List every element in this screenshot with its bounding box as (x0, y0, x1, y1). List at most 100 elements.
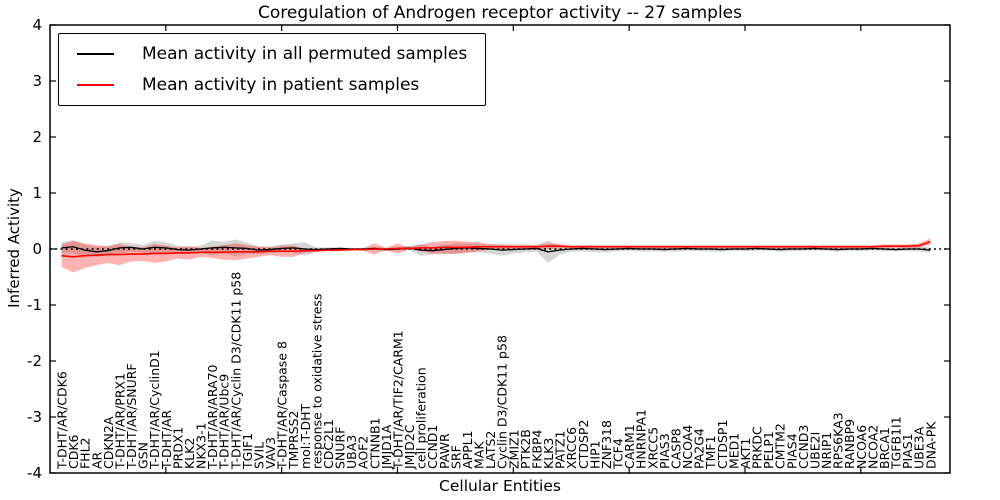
entity-label: T-DHT/AR/CDK6 (55, 371, 70, 470)
entity-label: VAV3 (263, 437, 278, 469)
entity-label: CDK6 (66, 434, 81, 469)
entity-label: T-DHT/AR/PRX1 (112, 373, 127, 470)
entity-label: T-DHT/AR/ARA70 (205, 364, 220, 470)
entity-label: T-DHT/AR/SNURF (124, 363, 139, 470)
entity-label: XRCC6 (564, 427, 579, 469)
entity-label: CDC2L1 (321, 419, 336, 469)
legend-label-permuted: Mean activity in all permuted samples (142, 44, 468, 64)
entity-label: ZNF318 (599, 420, 614, 469)
entity-label: PA2G4 (692, 428, 707, 469)
y-tick-label: 1 (32, 184, 42, 202)
entity-label: DNA-PK (923, 421, 938, 469)
entity-label: RPS6KA3 (831, 412, 846, 469)
entity-label: T-DHT/AR/CyclinD1 (147, 350, 162, 470)
entity-label: T-DHT/AR/Ubc9 (217, 374, 232, 470)
entity-label: BRCA1 (877, 427, 892, 469)
entity-label: T-DHT/AR/Cyclin D3/CDK11 p58 (228, 272, 243, 470)
entity-label: CTDSP2 (576, 420, 591, 469)
entity-label: TMPRSS2 (286, 411, 301, 470)
entity-label: PELP1 (761, 431, 776, 469)
entity-label: CTDSP1 (715, 420, 730, 469)
entity-label: JMJD1A (379, 424, 394, 470)
legend-item-permuted: Mean activity in all permuted samples (71, 41, 467, 67)
entity-label: CCND3 (796, 425, 811, 469)
entity-label: mol:T-DHT (298, 403, 313, 469)
entity-label: PIAS1 (900, 433, 915, 469)
entity-label: SRF (448, 445, 463, 469)
entity-label: T-DHT/AR/Caspase 8 (275, 341, 290, 470)
entity-label: SNURF (333, 427, 348, 469)
entity-label: RANBP9 (842, 419, 857, 469)
entity-label: APPL1 (460, 430, 475, 469)
chart-title: Coregulation of Androgen receptor activi… (257, 3, 743, 23)
entity-label: response to oxidative stress (309, 294, 324, 469)
entity-label: HIP1 (587, 440, 602, 469)
entity-label: MED1 (726, 433, 741, 469)
entity-label: AKT1 (738, 438, 753, 469)
entity-label: Cyclin D3/CDK11 p58 (495, 335, 510, 469)
entity-label: TCF4 (611, 438, 626, 470)
entity-label: TGFB1I1 (889, 416, 904, 470)
entity-label: CDKN2A (101, 416, 116, 469)
entity-label: NCOA6 (854, 425, 869, 469)
entity-label: HNRNPA1 (634, 409, 649, 469)
y-tick-label: 3 (32, 72, 42, 90)
y-axis-label: Inferred Activity (5, 188, 23, 308)
entity-label: FHL2 (78, 437, 93, 469)
entity-label: PRDX1 (170, 427, 185, 469)
permuted-std-band (61, 239, 931, 263)
y-tick-label: -1 (27, 296, 42, 314)
entity-label: T-DHT/AR (159, 410, 174, 470)
x-axis-label: Cellular Entities (439, 477, 561, 495)
patient-line-swatch (77, 84, 114, 86)
permuted-mean-line (61, 246, 931, 253)
entity-label: FKBP4 (529, 429, 544, 469)
entity-label: KLK2 (182, 438, 197, 469)
permuted-line-swatch (77, 53, 114, 55)
entity-label: NKX3-1 (194, 422, 209, 469)
entity-label: PIAS4 (784, 433, 799, 469)
entity-label: AOF2 (356, 436, 371, 469)
entity-label: KLK3 (541, 438, 556, 469)
patient-std-band (61, 238, 931, 273)
entity-label: PAWR (437, 433, 452, 469)
legend-item-patient: Mean activity in patient samples (71, 72, 467, 98)
entity-label: LATS2 (483, 431, 498, 469)
entity-label: CCND1 (425, 425, 440, 469)
entity-label: MAK (472, 441, 487, 469)
entity-label: NCOA4 (680, 425, 695, 469)
y-tick-label: -3 (27, 408, 42, 426)
legend-label-patient: Mean activity in patient samples (142, 75, 420, 95)
entity-label: NCOA2 (865, 425, 880, 469)
y-tick-label: 0 (32, 240, 42, 258)
entity-label: XRCC5 (645, 427, 660, 469)
entity-label: SVIL (251, 442, 266, 469)
entity-label: CMTM2 (773, 423, 788, 469)
entity-label: ZMIZ1 (506, 429, 521, 469)
entity-label: PRKDC (750, 426, 765, 469)
entity-label: PATZ1 (553, 431, 568, 469)
entity-label: UBA3 (344, 435, 359, 469)
entity-label: NRIP1 (819, 432, 834, 469)
entity-label: PTK2B (518, 429, 533, 469)
entity-label: cell proliferation (414, 367, 429, 469)
y-tick-label: -4 (27, 464, 42, 482)
patient-mean-line (61, 240, 931, 258)
entity-label: CARM1 (622, 424, 637, 469)
entity-label: GSN (136, 442, 151, 469)
y-tick-label: -2 (27, 352, 42, 370)
entity-label: TGIF1 (240, 433, 255, 470)
y-tick-label: 2 (32, 128, 42, 146)
entity-label: UBE2I (807, 432, 822, 469)
entity-label: UBE3A (912, 426, 927, 469)
entity-label: TMF1 (703, 435, 718, 470)
entity-label: CASP8 (668, 428, 683, 469)
legend: Mean activity in all permuted samples Me… (58, 33, 487, 106)
entity-label: JMJD2C (402, 424, 417, 470)
entity-label: T-DHT/AR/TIF2/CARM1 (390, 330, 405, 470)
entity-label: PIAS3 (657, 433, 672, 469)
y-tick-label: 4 (32, 16, 42, 34)
entity-label: AR (89, 451, 104, 469)
